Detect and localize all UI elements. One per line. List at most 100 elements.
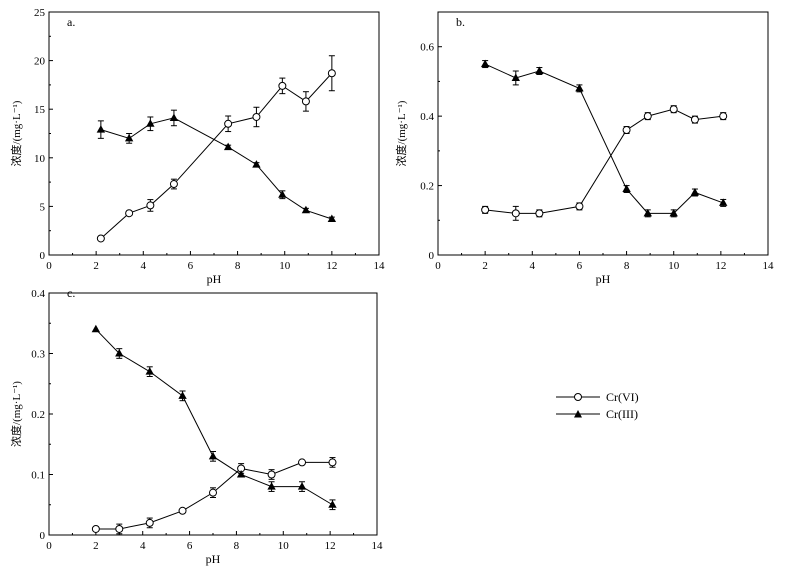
x-tick-label: 4 [141, 260, 147, 272]
data-point-triangle [267, 482, 276, 490]
x-tick-label: 4 [530, 260, 536, 272]
x-tick-label: 4 [140, 540, 146, 552]
data-point-circle [224, 119, 233, 128]
data-point-triangle [236, 470, 246, 478]
legend-item-cr-vi: Cr(VI) [556, 390, 639, 404]
series-crvi [481, 105, 728, 221]
y-tick-label: 0.2 [420, 181, 434, 193]
y-tick-label: 0.3 [31, 349, 45, 361]
data-point-triangle [719, 198, 728, 206]
data-point-triangle [301, 205, 311, 214]
panel-label: a. [67, 15, 75, 29]
series-line [100, 72, 333, 239]
series-line [485, 108, 724, 214]
data-point-circle [669, 105, 678, 114]
legend-label-cr-iii: Cr(III) [606, 407, 638, 421]
x-tick-label: 10 [668, 260, 680, 272]
y-tick-label: 20 [34, 56, 46, 68]
data-point-triangle [575, 83, 584, 92]
chart-panel-1: 0 2 4 6 8 10 12 14 0 5 10 15 20 25 a. pH 浓度/(mg·L⁻¹) [9, 7, 385, 286]
x-tick-label: 2 [482, 260, 488, 272]
x-tick-label: 14 [374, 260, 386, 272]
y-tick-label: 0.4 [420, 111, 434, 123]
data-point-circle [327, 69, 336, 78]
data-point-circle [622, 126, 631, 135]
series-line [95, 328, 333, 506]
x-tick-label: 10 [278, 540, 290, 552]
data-point-triangle [223, 142, 233, 151]
x-tick-label: 8 [235, 260, 241, 272]
data-point-circle [252, 112, 261, 121]
x-tick-label: 14 [372, 540, 384, 552]
data-point-triangle [511, 73, 520, 81]
x-tick-label: 0 [46, 540, 52, 552]
data-point-circle [145, 518, 154, 527]
data-point-triangle [535, 66, 544, 75]
data-point-circle [719, 112, 728, 121]
y-tick-label: 0 [40, 250, 46, 262]
data-point-circle [278, 81, 287, 90]
y-tick-label: 15 [34, 104, 46, 116]
x-axis-label: pH [206, 552, 221, 566]
series-criii [480, 59, 728, 218]
y-axis-label: 浓度/(mg·L⁻¹) [9, 100, 23, 166]
data-point-triangle [622, 184, 631, 193]
data-point-circle [91, 524, 100, 533]
data-point-triangle [178, 391, 187, 399]
plot-frame [437, 11, 769, 256]
data-point-circle [146, 201, 155, 210]
data-point-triangle [252, 160, 261, 168]
data-point-triangle [145, 367, 154, 375]
x-tick-label: 12 [326, 260, 337, 272]
data-point-triangle [124, 133, 134, 142]
data-point-triangle [690, 188, 700, 196]
data-point-circle [535, 209, 544, 218]
x-tick-label: 0 [46, 260, 52, 272]
y-axis-label: 浓度/(mg·L⁻¹) [9, 381, 23, 447]
data-point-circle [125, 209, 134, 218]
data-point-circle [511, 209, 520, 218]
legend-marker-open-circle [574, 393, 582, 401]
data-point-circle [96, 234, 105, 243]
data-point-triangle [169, 113, 179, 121]
data-point-triangle [297, 482, 307, 490]
x-tick-label: 2 [93, 260, 99, 272]
data-point-triangle [278, 190, 287, 198]
data-point-triangle [327, 214, 337, 223]
series-crvi [96, 55, 336, 243]
x-tick-label: 8 [624, 260, 630, 272]
data-point-circle [178, 506, 187, 515]
series-line [484, 63, 724, 214]
y-tick-label: 0 [40, 530, 46, 542]
y-tick-label: 10 [34, 153, 46, 165]
panel-label: b. [456, 15, 465, 29]
data-point-circle [643, 112, 652, 121]
data-point-triangle [91, 324, 101, 333]
data-point-triangle [480, 59, 490, 68]
data-point-circle [115, 524, 124, 533]
legend: Cr(VI) Cr(III) [556, 390, 639, 421]
y-tick-label: 0.1 [31, 470, 45, 482]
x-tick-label: 0 [435, 260, 441, 272]
x-axis-label: pH [207, 272, 222, 286]
data-point-triangle [96, 125, 106, 133]
y-tick-label: 25 [34, 7, 46, 19]
x-tick-label: 10 [279, 260, 291, 272]
x-tick-label: 6 [187, 540, 193, 552]
chart-panel-3: 0 2 4 6 8 10 12 14 0 0.1 0.2 0.3 0.4 c. pH 浓度/(mg·L⁻¹) [9, 286, 383, 566]
x-tick-label: 12 [715, 260, 726, 272]
data-point-circle [169, 180, 178, 189]
y-tick-label: 0.6 [420, 42, 434, 54]
legend-item-cr-iii: Cr(III) [556, 407, 638, 421]
chart-panel-2: 0 2 4 6 8 10 12 14 0 0.2 0.4 0.6 b. pH 浓度/(mg·L⁻¹) [394, 11, 774, 286]
data-point-triangle [208, 451, 218, 460]
y-tick-label: 5 [40, 201, 46, 213]
series-crvi [91, 457, 337, 535]
y-axis-label: 浓度/(mg·L⁻¹) [394, 100, 408, 166]
data-point-triangle [669, 208, 678, 217]
legend-label-cr-vi: Cr(VI) [606, 390, 639, 404]
data-point-triangle [115, 349, 124, 357]
data-point-circle [298, 458, 307, 467]
data-point-circle [328, 458, 337, 467]
